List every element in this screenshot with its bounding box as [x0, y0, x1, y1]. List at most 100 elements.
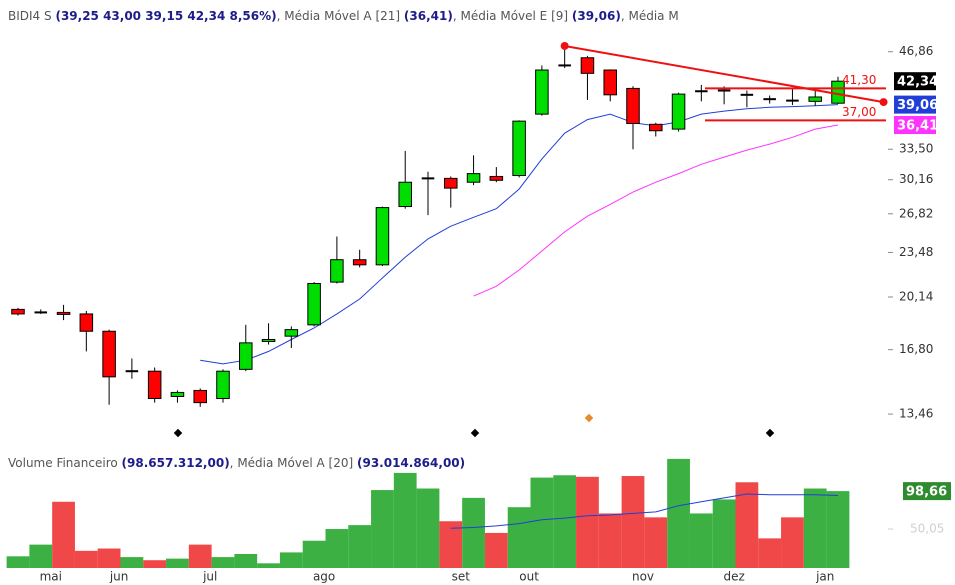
- volume-bar: [371, 490, 394, 568]
- event-markers: [173, 413, 775, 438]
- separator: ,: [277, 9, 285, 23]
- moving-average-line: [473, 124, 839, 297]
- candle-body: [352, 259, 367, 266]
- volume-bar: [279, 552, 303, 568]
- x-tick-label: jun: [109, 570, 129, 584]
- candle-body: [147, 370, 162, 400]
- y-tick-label: 23,48: [899, 245, 933, 259]
- separator: ,: [453, 9, 461, 23]
- volume-bar: [348, 525, 372, 568]
- candle-body: [375, 207, 390, 266]
- legend-name: Média Móvel E [9]: [460, 9, 568, 23]
- candle-body: [239, 342, 253, 370]
- volume-bar: [74, 550, 98, 568]
- volume-bar: [234, 553, 258, 568]
- level-label: 37,00: [842, 105, 876, 119]
- last-value-box: [903, 482, 951, 501]
- separator: ,: [621, 9, 629, 23]
- candle-body: [603, 69, 617, 96]
- volume-bar: [803, 488, 827, 568]
- trendline-end: [879, 98, 888, 107]
- event-marker: [470, 428, 480, 438]
- volume-bar: [462, 497, 485, 568]
- candle-body: [763, 98, 776, 101]
- volume-bar: [781, 517, 804, 568]
- y-tick-label: 13,46: [899, 407, 933, 421]
- legend-value: (39,06): [572, 9, 621, 23]
- last-value-box: [894, 116, 936, 135]
- y-tick-label: 16,80: [899, 342, 933, 356]
- candle-body: [535, 69, 549, 115]
- trendline-end: [560, 41, 569, 50]
- volume-bar: [211, 557, 235, 568]
- legend-name: Média Móvel A [20]: [237, 456, 353, 470]
- volume-bar: [416, 488, 440, 568]
- volume-bar: [439, 521, 463, 568]
- x-tick-label: set: [452, 570, 471, 584]
- legend-name: Média Móvel A [21]: [284, 9, 400, 23]
- level-label: 41,30: [842, 73, 876, 87]
- y-tick-label: 50,05: [910, 521, 944, 535]
- volume-bar: [826, 491, 850, 568]
- volume-bar: [120, 557, 144, 568]
- volume-bar: [302, 540, 326, 568]
- candle-body: [671, 93, 686, 130]
- trendline: [564, 44, 884, 104]
- volume-bar: [621, 476, 645, 568]
- candle-body: [695, 90, 708, 93]
- candle-body: [580, 57, 595, 74]
- volume-bar: [598, 513, 622, 568]
- volume-bar: [667, 458, 690, 568]
- volume-bar: [393, 472, 417, 568]
- event-marker: [584, 413, 594, 423]
- quote: (98.657.312,00): [122, 456, 230, 470]
- candle-body: [649, 123, 663, 132]
- candle-body: [421, 177, 435, 180]
- candle-body: [170, 391, 185, 397]
- candle-body: [330, 259, 344, 283]
- price-header: BIDI4 S (39,25 43,00 39,15 42,34 8,56%),…: [8, 9, 679, 23]
- candle-body: [261, 338, 276, 342]
- volume-bar: [689, 513, 713, 568]
- volume-bar: [6, 556, 30, 568]
- last-value-label: 98,66: [906, 485, 947, 500]
- candle-body: [740, 93, 754, 96]
- x-tick-label: jan: [815, 570, 834, 584]
- candle-body: [193, 389, 207, 404]
- volume-bar: [29, 544, 53, 568]
- volume-bar: [166, 558, 189, 568]
- quote: (39,25 43,00 39,15 42,34 8,56%): [55, 9, 276, 23]
- volume-bar: [576, 476, 599, 568]
- event-marker: [765, 428, 775, 438]
- legend-value: (93.014.864,00): [357, 456, 465, 470]
- volume-bar: [188, 544, 212, 568]
- y-tick-label: 20,14: [899, 290, 933, 304]
- y-tick-label: 26,82: [899, 206, 933, 220]
- candle-body: [786, 99, 799, 102]
- x-tick-label: ago: [313, 570, 335, 584]
- volume-bar: [97, 548, 121, 568]
- volume-bar: [257, 563, 280, 568]
- legend-name: Média M: [628, 9, 678, 23]
- last-value-label: 39,06: [897, 98, 938, 113]
- moving-average-line: [200, 104, 839, 365]
- candle-body: [125, 370, 139, 373]
- candle-body: [56, 311, 71, 315]
- candle-body: [626, 87, 640, 125]
- candle-body: [558, 64, 571, 67]
- volume-bar: [735, 482, 759, 568]
- x-tick-label: dez: [723, 570, 744, 584]
- candle-body: [34, 311, 48, 314]
- candle-body: [11, 308, 25, 315]
- volume-bar: [484, 532, 508, 568]
- volume-bar: [143, 560, 167, 568]
- x-tick-label: nov: [632, 570, 654, 584]
- candle-body: [307, 282, 321, 326]
- candle-body: [512, 120, 526, 177]
- candle-body: [489, 175, 504, 181]
- volume-bar: [507, 507, 531, 568]
- candle-body: [79, 313, 94, 332]
- volume-bar: [325, 529, 349, 568]
